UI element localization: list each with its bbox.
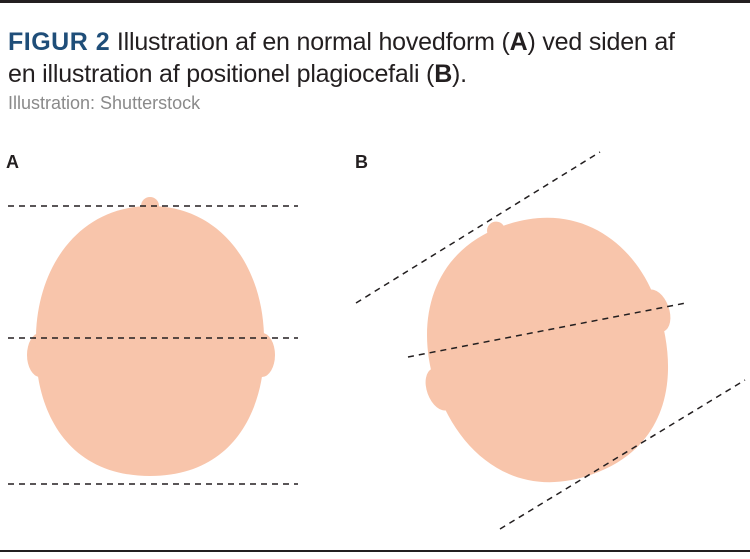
caption-text-2: ) ved siden af en illustration af positi… [8, 28, 675, 88]
image-credit: Illustration: Shutterstock [8, 93, 201, 113]
panel-b-label: B [355, 152, 368, 172]
panel-a-label: A [6, 152, 19, 172]
top-rule [0, 0, 750, 3]
head-b-guide-lines [355, 151, 746, 530]
caption-text-3: ). [452, 60, 467, 88]
head-b-top-line [355, 151, 601, 304]
figure-caption: FIGUR 2 Illustration af en normal hovedf… [8, 26, 708, 90]
head-b-shape [427, 217, 668, 483]
head-b-middle-line [407, 302, 687, 358]
bottom-rule [0, 550, 750, 552]
caption-label-a: A [509, 28, 528, 56]
normal-head [27, 197, 275, 476]
plagiocephaly-head [425, 217, 671, 483]
caption-label-b: B [434, 60, 453, 88]
head-b-bottom-line [499, 379, 746, 530]
head-a-guide-lines [8, 205, 298, 485]
head-a-shape [35, 206, 265, 476]
caption-text-1: Illustration af en normal hovedform ( [110, 28, 510, 56]
figure-number: FIGUR 2 [8, 28, 111, 56]
